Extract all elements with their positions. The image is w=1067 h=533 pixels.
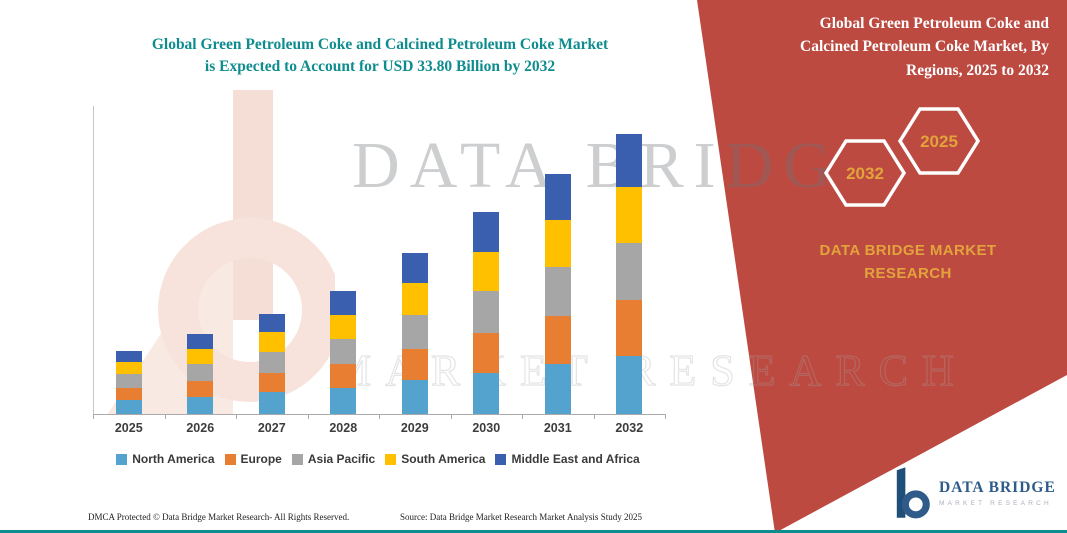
x-axis-label: 2031	[543, 421, 572, 435]
bar-segment-south-america	[187, 348, 214, 365]
bar-segment-south-america	[473, 251, 500, 292]
x-axis-label: 2030	[472, 421, 501, 435]
axis-tick	[236, 415, 237, 419]
x-axis-line	[93, 414, 666, 415]
bar-segment-north-america	[473, 372, 500, 414]
x-axis-label: 2029	[400, 421, 429, 435]
bar-segment-europe	[473, 332, 500, 373]
bar-segment-asia-pacific	[616, 242, 643, 300]
panel-title: Global Green Petroleum Coke and Calcined…	[800, 15, 1049, 79]
dbmr-logo: DATA BRIDGE MARKET RESEARCH	[893, 466, 1056, 520]
bar-segment-north-america	[258, 392, 285, 414]
x-axis-label: 2027	[257, 421, 286, 435]
x-axis-label: 2025	[114, 421, 143, 435]
y-axis-line	[93, 106, 94, 414]
logo-subtitle: MARKET RESEARCH	[939, 500, 1052, 507]
bar-segment-middle-east-and-africa	[330, 291, 357, 316]
bar-segment-north-america	[187, 396, 214, 414]
hexagon-2025-label: 2025	[920, 132, 958, 151]
legend-item: North America	[116, 452, 215, 466]
bar-segment-asia-pacific	[473, 291, 500, 333]
legend-label: Asia Pacific	[307, 452, 376, 466]
bar-segment-europe	[258, 372, 285, 393]
bar-segment-europe	[544, 316, 571, 365]
bar-segment-middle-east-and-africa	[401, 253, 428, 284]
bar-segment-asia-pacific	[115, 374, 142, 388]
axis-tick	[93, 415, 94, 419]
bar-segment-north-america	[544, 364, 571, 414]
stacked-bar-chart: 2025 2026 2027 2028 2029 2030 2031 2032	[88, 104, 668, 440]
legend-item: Europe	[224, 452, 282, 466]
legend-label: Europe	[240, 452, 282, 466]
legend-label: Middle East and Africa	[511, 452, 640, 466]
bar-segment-middle-east-and-africa	[187, 333, 214, 349]
bar-segment-south-america	[330, 315, 357, 340]
source-note: Source: Data Bridge Market Research Mark…	[400, 512, 642, 522]
legend-swatch	[116, 453, 128, 465]
x-axis-label: 2028	[329, 421, 358, 435]
legend-item: South America	[385, 452, 485, 466]
bar-segment-europe	[401, 348, 428, 381]
legend-item: Asia Pacific	[291, 452, 376, 466]
legend-label: South America	[401, 452, 486, 466]
brand-text: DATA BRIDGE MARKET RESEARCH	[819, 242, 997, 282]
bar-segment-asia-pacific	[544, 267, 571, 317]
bar-segment-middle-east-and-africa	[473, 211, 500, 252]
axis-tick	[593, 415, 595, 419]
bar-segment-europe	[616, 299, 643, 357]
logo-name: DATA BRIDGE	[939, 479, 1056, 496]
axis-tick	[522, 415, 523, 419]
bar-segment-north-america	[401, 380, 428, 414]
bar-segment-north-america	[115, 399, 142, 414]
bar-segment-middle-east-and-africa	[258, 313, 285, 332]
bar-segment-south-america	[401, 283, 428, 316]
bar-segment-south-america	[115, 361, 142, 375]
bar-segment-middle-east-and-africa	[544, 173, 571, 221]
bar-segment-middle-east-and-africa	[115, 351, 142, 362]
bar-segment-asia-pacific	[258, 351, 285, 373]
bar-segment-europe	[115, 387, 142, 400]
axis-tick	[307, 415, 309, 419]
axis-tick	[450, 415, 452, 419]
bar-segment-asia-pacific	[330, 339, 357, 365]
x-axis-label: 2026	[186, 421, 215, 435]
bar-segment-north-america	[616, 356, 643, 414]
dbmr-b-logo-icon	[896, 467, 930, 519]
x-axis-label: 2032	[615, 421, 644, 435]
legend-swatch	[385, 453, 397, 465]
bar-segment-south-america	[544, 220, 571, 268]
bar-segment-europe	[187, 380, 214, 397]
axis-tick	[164, 415, 166, 419]
legend-swatch	[291, 453, 303, 465]
chart-legend: North America Europe Asia Pacific South Ame…	[88, 452, 668, 466]
chart-title: Global Green Petroleum Coke and Calcined…	[151, 36, 609, 76]
hexagon-2032: 2032	[823, 139, 907, 207]
legend-label: North America	[132, 452, 215, 466]
year-hexagons: 2025 2032	[823, 107, 981, 207]
bar-segment-south-america	[616, 187, 643, 243]
bottom-accent-line	[0, 530, 1067, 533]
bar-segment-asia-pacific	[401, 315, 428, 349]
legend-swatch	[495, 453, 507, 465]
bar-segment-europe	[330, 364, 357, 389]
legend-item: Middle East and Africa	[495, 452, 640, 466]
bar-segment-north-america	[330, 388, 357, 414]
axis-tick	[379, 415, 380, 419]
bar-segment-south-america	[258, 332, 285, 352]
watermark-subtext: MARKET RESEARCH	[331, 345, 968, 395]
dmca-notice: DMCA Protected © Data Bridge Market Rese…	[88, 512, 350, 522]
hexagon-2032-label: 2032	[846, 164, 884, 183]
bar-segment-asia-pacific	[187, 364, 214, 381]
legend-swatch	[224, 453, 236, 465]
plot-area	[88, 104, 666, 414]
axis-tick	[665, 415, 666, 419]
bar-segment-middle-east-and-africa	[616, 134, 643, 188]
hexagon-2025: 2025	[897, 107, 981, 175]
